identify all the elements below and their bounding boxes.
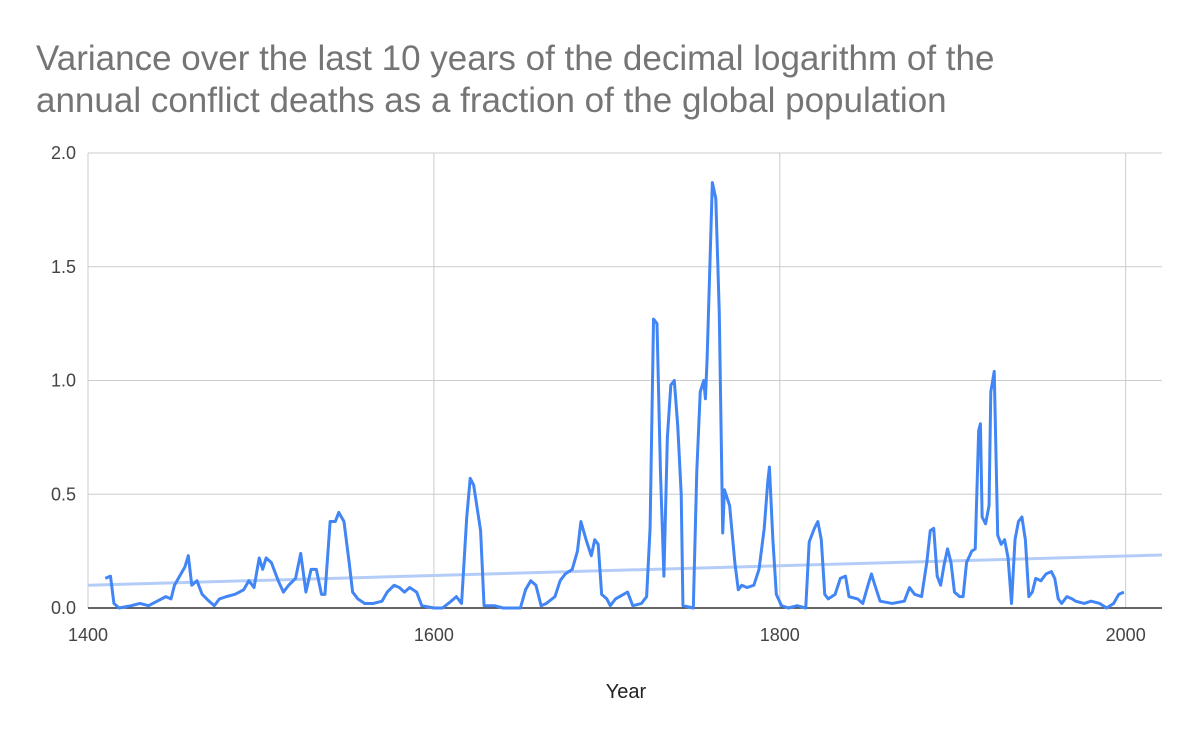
y-tick-label: 1.5 [51, 257, 76, 277]
data-line [104, 181, 1125, 610]
x-tick-label: 1600 [414, 625, 454, 645]
x-axis-label: Year [606, 681, 647, 703]
y-tick-label: 2.0 [51, 143, 76, 163]
trendline [87, 553, 1163, 587]
x-tick-label: 2000 [1106, 625, 1146, 645]
chart-title: annual conflict deaths as a fraction of … [36, 81, 947, 120]
chart-title: Variance over the last 10 years of the d… [36, 39, 994, 78]
x-tick-label: 1400 [68, 625, 108, 645]
y-tick-label: 0.5 [51, 484, 76, 504]
x-tick-label: 1800 [760, 625, 800, 645]
y-tick-label: 1.0 [51, 371, 76, 391]
y-tick-label: 0.0 [51, 598, 76, 618]
